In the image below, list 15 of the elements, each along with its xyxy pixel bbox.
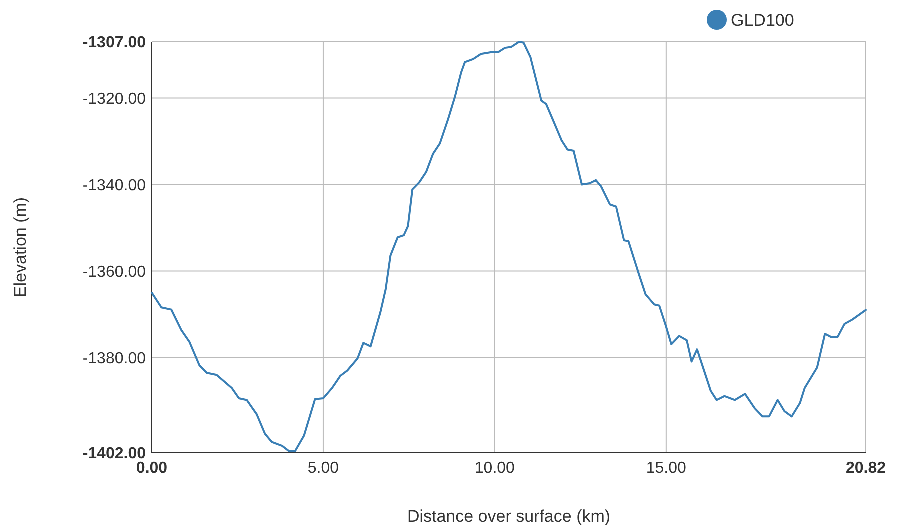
y-tick-label: -1340.00 — [82, 177, 146, 194]
line-series — [151, 41, 867, 452]
x-axis-title: Distance over surface (km) — [407, 507, 611, 526]
x-tick-label: 10.00 — [474, 460, 516, 477]
x-tick-label: 20.82 — [846, 460, 886, 477]
x-tick-label: 5.00 — [308, 460, 340, 477]
y-tick-label: -1320.00 — [82, 90, 146, 108]
y-tick-label: -1380.00 — [82, 350, 146, 368]
x-tick-label: 0.00 — [136, 460, 168, 477]
x-tick-label: 15.00 — [646, 460, 687, 477]
y-tick-label: -1307.00 — [82, 34, 146, 52]
legend-label: GLD100 — [731, 10, 794, 30]
y-tick-label: -1360.00 — [82, 264, 146, 281]
y-axis-title: Elevation (m) — [11, 197, 30, 298]
y-tick-label: -1402.00 — [82, 446, 146, 463]
